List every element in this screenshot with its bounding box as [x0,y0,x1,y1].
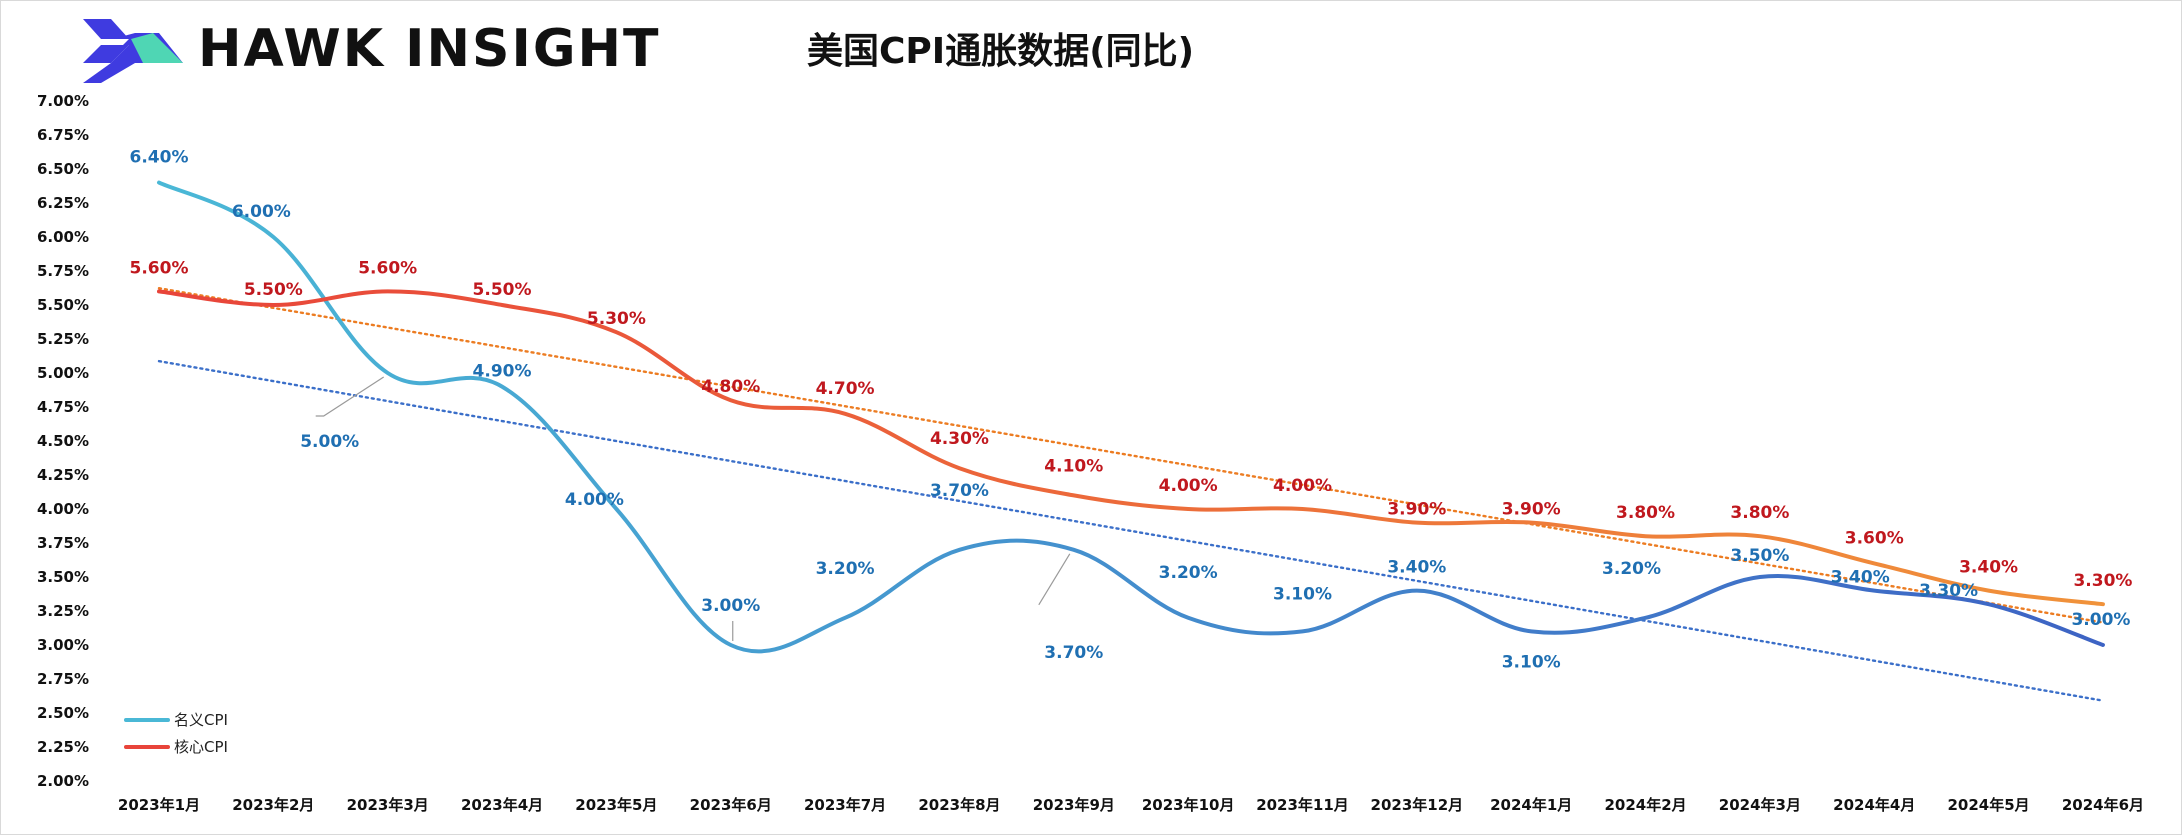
y-tick-label: 3.25% [37,602,89,620]
y-tick-label: 5.50% [37,296,89,314]
data-label: 3.80% [1730,503,1789,523]
label-leader-lines [315,376,1071,641]
data-label: 3.70% [930,481,989,501]
x-tick-label: 2023年8月 [918,796,1000,814]
chart-title: 美国CPI通胀数据(同比) [807,31,1195,72]
data-label: 5.30% [587,309,646,329]
y-tick-label: 5.75% [37,262,89,280]
data-label: 3.90% [1502,500,1561,520]
data-label: 3.20% [1602,559,1661,579]
x-tick-label: 2023年5月 [575,796,657,814]
series-line-1 [157,289,2105,607]
data-label: 3.00% [701,596,760,616]
legend-label: 核心CPI [174,738,228,756]
y-tick-label: 3.75% [37,534,89,552]
y-tick-label: 4.00% [37,500,89,518]
y-tick-label: 2.25% [37,738,89,756]
brand-name: HAWK INSIGHT [198,19,661,79]
y-tick-label: 3.50% [37,568,89,586]
x-tick-label: 2024年3月 [1719,796,1801,814]
data-label: 5.50% [473,280,532,300]
x-tick-label: 2023年3月 [347,796,429,814]
y-tick-label: 5.25% [37,330,89,348]
x-axis: 2023年1月 2023年2月 2023年3月 2023年4月 2023年5月 2023年… [118,796,2144,814]
data-label: 3.80% [1616,503,1675,523]
data-label: 3.20% [1159,563,1218,583]
data-label: 5.00% [300,432,359,452]
y-tick-label: 4.50% [37,432,89,450]
y-tick-label: 3.00% [37,636,89,654]
label-leader-line [1038,553,1071,606]
data-label: 5.60% [358,258,417,278]
data-label: 4.10% [1044,456,1103,476]
data-label: 4.00% [565,490,624,510]
data-label: 6.00% [232,202,291,222]
y-tick-label: 6.50% [37,160,89,178]
data-label: 3.00% [2071,610,2130,630]
data-label: 5.50% [244,280,303,300]
data-label: 5.60% [130,258,189,278]
legend-label: 名义CPI [174,711,228,729]
data-label: 3.20% [816,559,875,579]
x-tick-label: 2023年6月 [690,796,772,814]
x-tick-label: 2024年5月 [1948,796,2030,814]
x-tick-label: 2023年11月 [1256,796,1349,814]
y-tick-label: 4.75% [37,398,89,416]
hawk-insight-logo-icon [83,19,183,83]
data-label: 3.50% [1730,546,1789,566]
data-label: 4.00% [1273,476,1332,496]
trendline-1 [157,287,2105,624]
label-leader-line [315,376,385,417]
series-line-0 [157,180,2105,654]
data-label: 3.70% [1044,643,1103,663]
x-tick-label: 2023年12月 [1371,796,1464,814]
y-tick-label: 2.00% [37,772,89,790]
data-label: 3.40% [1387,558,1446,578]
y-tick-label: 4.25% [37,466,89,484]
data-label: 3.10% [1502,652,1561,672]
x-tick-label: 2023年7月 [804,796,886,814]
data-label: 3.30% [1919,581,1978,601]
y-tick-label: 2.50% [37,704,89,722]
data-label: 4.80% [701,377,760,397]
x-tick-label: 2024年1月 [1490,796,1572,814]
series-lines [157,180,2105,654]
trendlines [157,287,2105,702]
y-tick-label: 6.75% [37,126,89,144]
y-tick-label: 6.25% [37,194,89,212]
y-tick-label: 6.00% [37,228,89,246]
x-tick-label: 2023年9月 [1033,796,1115,814]
data-label: 3.40% [1831,568,1890,588]
x-tick-label: 2023年10月 [1142,796,1235,814]
data-label: 4.30% [930,429,989,449]
data-label: 3.30% [2073,571,2132,591]
data-label: 3.90% [1387,500,1446,520]
data-label: 3.40% [1959,558,2018,578]
data-label: 4.70% [816,379,875,399]
data-label: 4.00% [1159,476,1218,496]
data-label: 6.40% [130,148,189,168]
x-tick-label: 2023年1月 [118,796,200,814]
x-tick-label: 2023年4月 [461,796,543,814]
data-label: 4.90% [473,362,532,382]
y-tick-label: 5.00% [37,364,89,382]
y-tick-label: 7.00% [37,92,89,110]
data-label: 3.60% [1845,528,1904,548]
data-label: 3.10% [1273,584,1332,604]
y-tick-label: 2.75% [37,670,89,688]
trendline-0 [157,359,2105,702]
data-labels: 6.40% 6.00% 5.00% 4.90% 4.00% 3.00% 3.20% 3.70%… [130,148,2133,673]
x-tick-label: 2024年2月 [1604,796,1686,814]
x-tick-label: 2024年4月 [1833,796,1915,814]
y-axis: 7.00% 6.75% 6.50% 6.25% 6.00% 5.75% 5.50% 5.25%… [37,92,89,790]
x-tick-label: 2023年2月 [232,796,314,814]
x-tick-label: 2024年6月 [2062,796,2144,814]
legend: 名义CPI 核心CPI [124,711,228,756]
